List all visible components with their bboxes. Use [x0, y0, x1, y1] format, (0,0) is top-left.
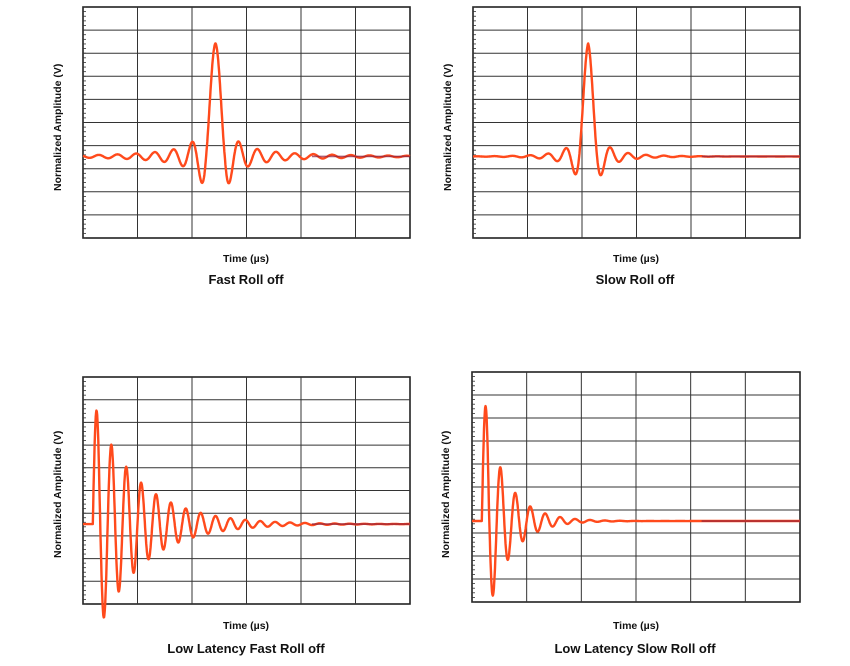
x-axis-label: Time (µs) — [612, 620, 660, 632]
x-axis-label: Time (µs) — [222, 253, 270, 265]
chart-title: Low Latency Fast Roll off — [167, 641, 325, 656]
y-axis-label: Normalized Amplitude (V) — [440, 430, 452, 558]
chart-title: Low Latency Slow Roll off — [554, 641, 716, 656]
x-axis-label: Time (µs) — [222, 620, 270, 632]
chart-title: Slow Roll off — [595, 272, 675, 287]
x-axis-label: Time (µs) — [612, 253, 660, 265]
chart-title: Fast Roll off — [208, 272, 284, 287]
